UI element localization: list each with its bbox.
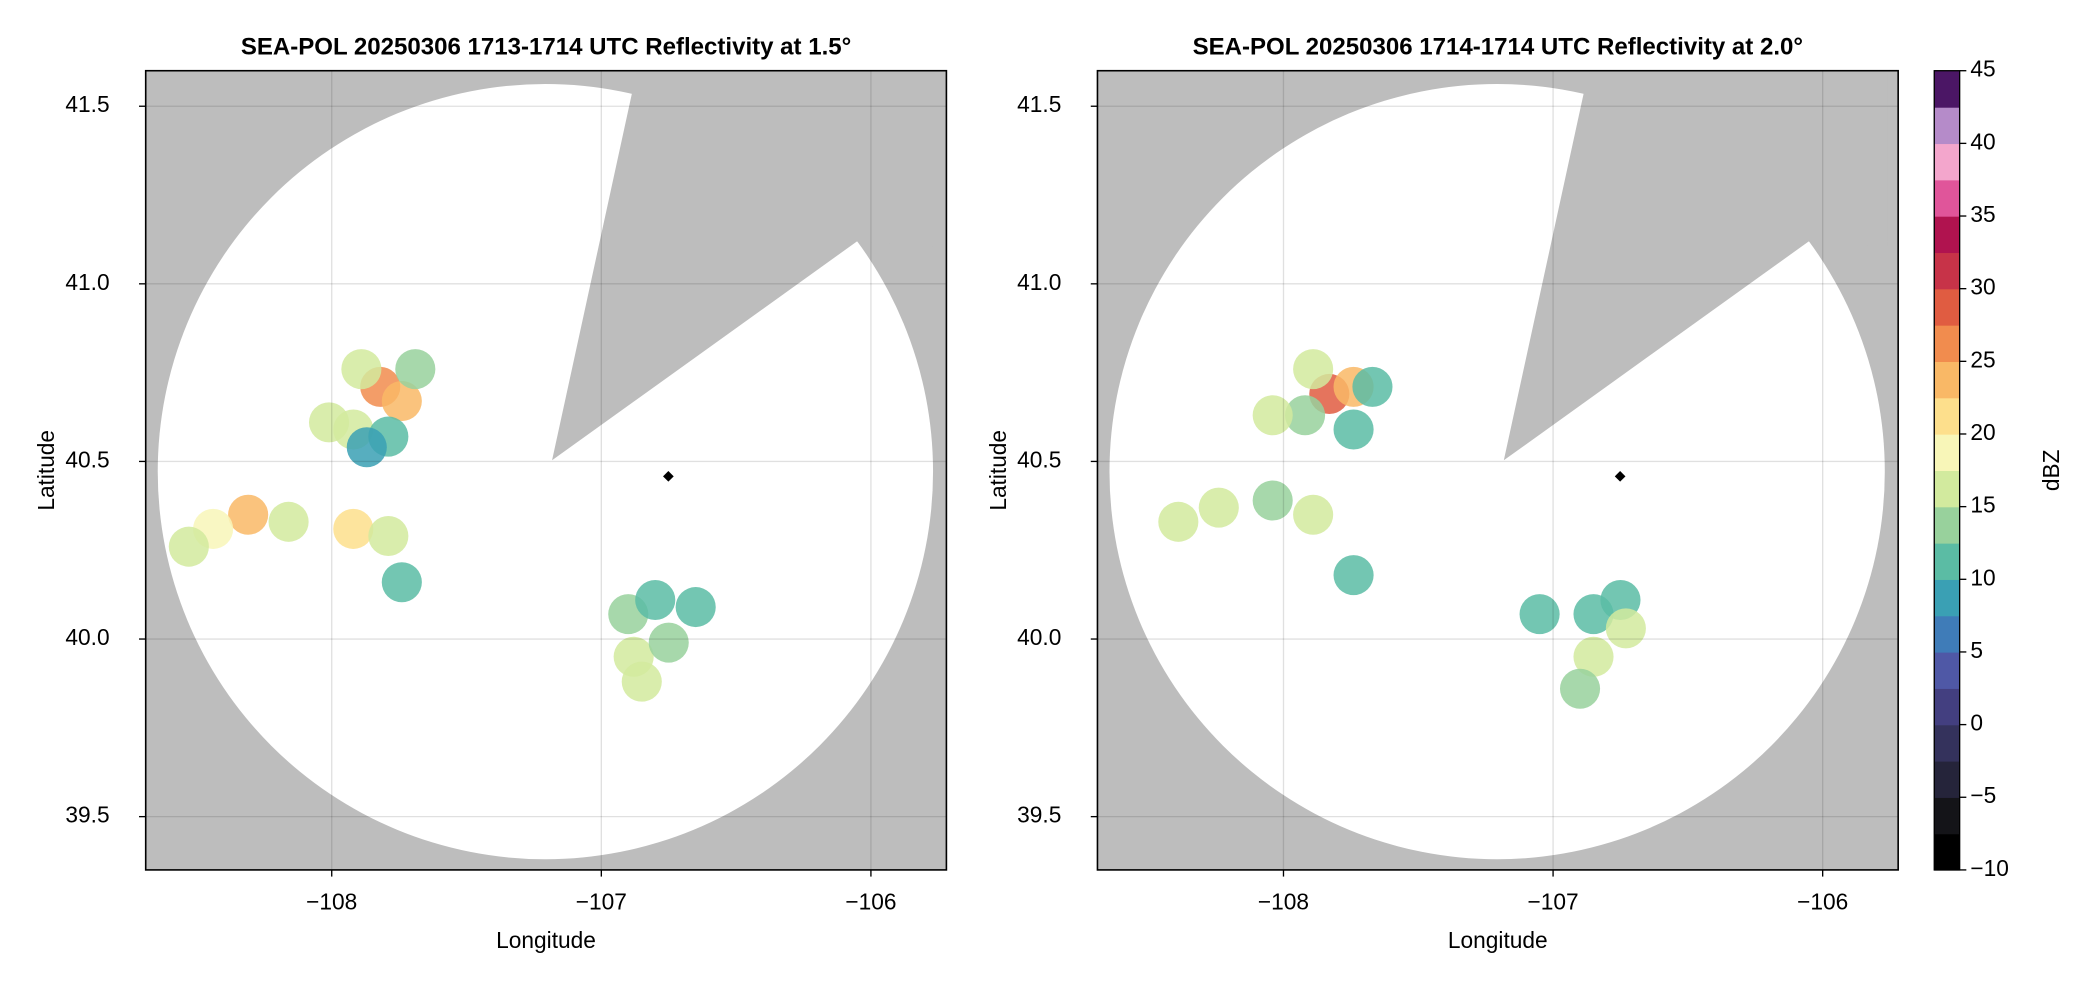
y-tick-label: 40.5 [65, 446, 109, 472]
colorbar-bin [1934, 542, 1960, 580]
colorbar-tick-label: 35 [1970, 201, 1995, 227]
echo [1293, 494, 1334, 535]
colorbar-bin [1934, 288, 1960, 326]
y-tick-label: 39.5 [65, 802, 109, 828]
echo [1605, 608, 1646, 649]
colorbar-frame [1933, 70, 1961, 871]
echo [381, 381, 422, 422]
echo [1252, 480, 1293, 521]
colorbar-bin [1934, 724, 1960, 762]
colorbar-tick-label: 30 [1970, 274, 1995, 300]
colorbar-tick-label: −5 [1970, 782, 1996, 808]
x-tick-label: −108 [306, 888, 357, 914]
y-axis-label: Latitude [985, 430, 1011, 511]
colorbar-bin [1934, 506, 1960, 544]
chart-title: SEA-POL 20250306 1713-1714 UTC Reflectiv… [241, 33, 851, 60]
colorbar-bin [1934, 651, 1960, 689]
colorbar-bin [1934, 252, 1960, 290]
blocked-sector [552, 73, 936, 461]
colorbar-bin [1934, 397, 1960, 435]
colorbar-tick-label: −10 [1970, 855, 2009, 881]
echo [341, 349, 382, 390]
echo [621, 661, 662, 702]
colorbar-bin [1934, 179, 1960, 217]
x-axis-label: Longitude [496, 927, 596, 953]
x-axis-label: Longitude [1448, 927, 1548, 953]
y-tick-label: 40.0 [1017, 624, 1061, 650]
colorbar-bin [1934, 216, 1960, 254]
colorbar-bin [1934, 760, 1960, 798]
colorbar-bin [1934, 433, 1960, 471]
echo [168, 526, 209, 567]
x-tick-label: −108 [1258, 888, 1309, 914]
blocked-sector [1503, 73, 1888, 461]
x-tick-label: −107 [1527, 888, 1578, 914]
echo [308, 402, 350, 443]
colorbar-tick-label: 15 [1970, 492, 1995, 518]
colorbar-tick-label: 20 [1970, 419, 1995, 445]
echo [1333, 409, 1374, 450]
echoes [168, 349, 716, 702]
panel: −108 −107 −106 39.5 40.0 40.5 41.0 41.5 SEA-POL … [985, 33, 1899, 953]
colorbar-tick-label: 5 [1970, 637, 1983, 663]
colorbar-tick-label: 40 [1970, 128, 1995, 154]
colorbar-bin [1934, 70, 1960, 108]
echo [368, 516, 409, 557]
echo [648, 622, 689, 663]
echo [1158, 501, 1199, 542]
colorbar-bin [1934, 325, 1960, 363]
colorbar-bin [1934, 797, 1960, 835]
echo [381, 562, 422, 603]
y-tick-label: 41.5 [65, 91, 109, 117]
y-axis-label: Latitude [33, 430, 59, 511]
plot-frame [1096, 69, 1899, 871]
colorbar-tick-label: 0 [1970, 710, 1983, 736]
chart-title: SEA-POL 20250306 1714-1714 UTC Reflectiv… [1193, 33, 1803, 60]
echo [1573, 636, 1614, 677]
panel: −108 −107 −106 39.5 40.0 40.5 41.0 41.5 SEA-POL … [33, 33, 948, 953]
x-tick-label: −107 [576, 888, 627, 914]
echo [1333, 555, 1374, 596]
echo [333, 508, 374, 549]
echo [1252, 395, 1293, 436]
radar-site [1614, 470, 1626, 482]
colorbar-bin [1934, 143, 1960, 181]
echo [1284, 395, 1326, 436]
x-tick-label: −106 [845, 888, 896, 914]
y-tick-label: 40.5 [1017, 446, 1061, 472]
echo [268, 501, 309, 542]
x-tick-label: −106 [1797, 888, 1848, 914]
echo [1293, 349, 1334, 390]
y-tick-label: 40.0 [65, 624, 109, 650]
colorbar-tick-label: 25 [1970, 346, 1995, 372]
colorbar-bin [1934, 833, 1960, 871]
colorbar-bin [1934, 615, 1960, 653]
colorbar-tick-label: 45 [1970, 56, 1995, 82]
echo [675, 587, 716, 628]
echo [1519, 594, 1560, 635]
echo [395, 349, 436, 390]
colorbar-tick-label: 10 [1970, 564, 1995, 590]
y-tick-label: 39.5 [1017, 802, 1061, 828]
plot-frame [144, 69, 948, 871]
echo [635, 579, 676, 620]
y-tick-label: 41.5 [1017, 91, 1061, 117]
echo [228, 494, 269, 535]
colorbar-bin [1934, 688, 1960, 726]
y-tick-label: 41.0 [1017, 269, 1061, 295]
echoes [1158, 349, 1646, 709]
colorbar-bin [1934, 470, 1960, 508]
colorbar-bin [1934, 579, 1960, 617]
colorbar-bin [1934, 361, 1960, 399]
colorbar-label: dBZ [2038, 449, 2064, 491]
echo [1198, 487, 1239, 528]
echo [1559, 668, 1601, 709]
y-tick-label: 41.0 [65, 269, 109, 295]
echo [346, 427, 387, 468]
colorbar-bin [1934, 107, 1960, 145]
echo [1352, 366, 1393, 407]
